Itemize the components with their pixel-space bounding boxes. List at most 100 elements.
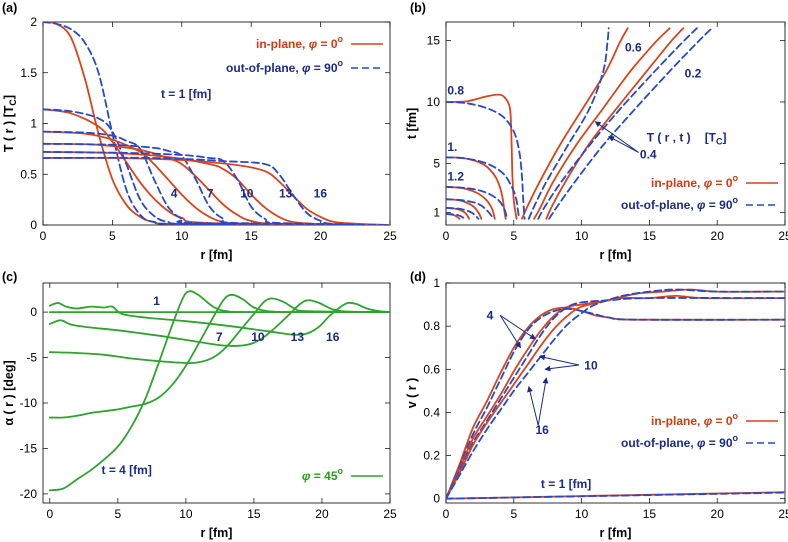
x-tick-label: 25 — [383, 507, 397, 521]
panel-b: 0510152025151015r [fm]t [fm](b)0.60.20.8… — [405, 1, 788, 262]
inner-quantity-label: T ( r , t ) [TC] — [647, 130, 727, 146]
x-tick-label: 0 — [443, 507, 450, 521]
y-axis-label: T ( r ) [TC] — [2, 95, 18, 152]
panel-label: (d) — [410, 270, 426, 284]
legend-prefix: out-of-plane, — [226, 61, 302, 75]
panel-c: 0 5 10 15 20 25 0 -5 -10 -15 -20 r [fm] α ( r ) [deg… — [2, 270, 397, 540]
inner-label-sub: C — [716, 136, 723, 146]
x-tick-label: 10 — [175, 229, 189, 243]
panel-label: (a) — [2, 1, 17, 15]
series-line — [446, 288, 785, 500]
annotation-arrow — [499, 315, 522, 349]
y-tick-label: 0 — [433, 492, 440, 506]
annotation-label: t = 1 [fm] — [541, 477, 591, 491]
legend-sup: o — [733, 195, 739, 205]
y-tick-label: 1 — [433, 276, 440, 290]
y-axis-label: t [fm] — [405, 108, 419, 139]
y-tick-label: 1 — [30, 117, 37, 131]
series-line — [43, 130, 390, 225]
inner-label-bracket: [T — [705, 130, 717, 144]
series-group — [446, 288, 785, 500]
x-tick-label: 25 — [778, 507, 788, 521]
annotation-label: 1 — [153, 294, 160, 308]
series-line — [446, 156, 521, 220]
y-tick-label: 0.5 — [20, 167, 37, 181]
series-line — [545, 27, 685, 220]
series-line — [48, 301, 390, 336]
legend-eq: = 90 — [310, 61, 337, 75]
x-tick-label: 15 — [247, 507, 261, 521]
y-tick-label: 0.2 — [423, 449, 440, 463]
series-line — [43, 108, 390, 225]
annotation-label: 10 — [240, 187, 254, 201]
legend-prefix: in-plane, — [256, 37, 309, 51]
annotation-arrow — [594, 121, 639, 153]
series-line — [446, 308, 785, 500]
annotation-label: 7 — [216, 330, 223, 344]
annotation-label: t = 4 [fm] — [102, 463, 152, 477]
series-line — [548, 27, 713, 220]
series-line — [446, 101, 526, 220]
y-tick-label: 10 — [427, 95, 441, 109]
series-line — [537, 27, 698, 220]
y-tick-label: 0.8 — [423, 319, 440, 333]
annotation-label: 13 — [291, 330, 305, 344]
legend-eq: = 90 — [705, 198, 732, 212]
y-tick-label: -10 — [20, 396, 38, 410]
series-line — [527, 27, 610, 220]
legend-entry: out-of-plane, φ = 90o — [621, 195, 738, 212]
x-tick-label: 20 — [314, 229, 328, 243]
panel-d: 0 5 10 15 20 25 0 0.2 0.4 0.6 0.8 1 r [fm] v ( r ) (d)… — [405, 270, 788, 540]
inner-label-close: ] — [723, 130, 727, 144]
x-tick-label: 25 — [778, 229, 788, 243]
legend-phi: φ — [697, 436, 706, 450]
x-tick-label: 0 — [46, 507, 53, 521]
legend-phi: φ — [309, 37, 318, 51]
y-axis-label: α ( r ) [deg] — [2, 360, 16, 425]
series-line — [446, 198, 483, 220]
annotation-arrow — [608, 135, 639, 153]
x-tick-label: 20 — [315, 507, 329, 521]
panel-label: (b) — [410, 1, 426, 15]
x-axis-label: r [fm] — [600, 248, 632, 262]
x-tick-label: 15 — [245, 229, 259, 243]
legend-phi: φ — [704, 176, 713, 190]
y-tick-label: 0.6 — [423, 362, 440, 376]
series-line — [446, 213, 466, 220]
panel-a: 0 5 10 15 20 25 0 0.5 1 1.5 2 r [fm] T ( r ) [TC] (a)… — [2, 1, 397, 262]
annotation-arrow — [527, 385, 539, 426]
series-line — [48, 293, 390, 419]
legend-entry: out-of-plane, φ = 90o — [621, 433, 738, 450]
series-line — [533, 27, 671, 220]
y-axis-label-sub: C — [8, 99, 18, 106]
series-group — [48, 290, 390, 492]
legend-eq: = 0 — [317, 37, 338, 51]
legend-eq: = 90 — [705, 436, 732, 450]
x-tick-label: 20 — [711, 229, 725, 243]
x-tick-label: 5 — [510, 507, 517, 521]
legend-phi: φ — [704, 414, 713, 428]
x-tick-label: 10 — [575, 229, 589, 243]
series-line — [446, 491, 785, 500]
y-tick-label: 2 — [30, 15, 37, 29]
y-tick-label: 0 — [30, 305, 37, 319]
series-line — [43, 151, 390, 225]
annotation-label: t = 1 [fm] — [161, 87, 211, 101]
series-line — [43, 156, 390, 225]
legend-sup: o — [733, 173, 739, 183]
y-tick-label: 0.4 — [423, 405, 440, 419]
legend-entry: out-of-plane, φ = 90o — [226, 58, 343, 75]
y-axis-label-main: v ( r ) — [405, 378, 419, 409]
legend-eq: = 0 — [712, 176, 733, 190]
legend-sup: o — [733, 411, 739, 421]
x-tick-label: 10 — [575, 507, 589, 521]
y-tick-label: 1 — [433, 206, 440, 220]
annotation-arrow — [499, 314, 536, 340]
legend-sup: o — [338, 466, 344, 476]
annotation-label: 0.2 — [685, 66, 702, 80]
series-line — [446, 206, 480, 220]
legend-entry: in-plane, φ = 0o — [651, 411, 738, 428]
series-line — [446, 306, 785, 500]
annotation-label: 16 — [314, 187, 328, 201]
series-group — [43, 22, 390, 225]
